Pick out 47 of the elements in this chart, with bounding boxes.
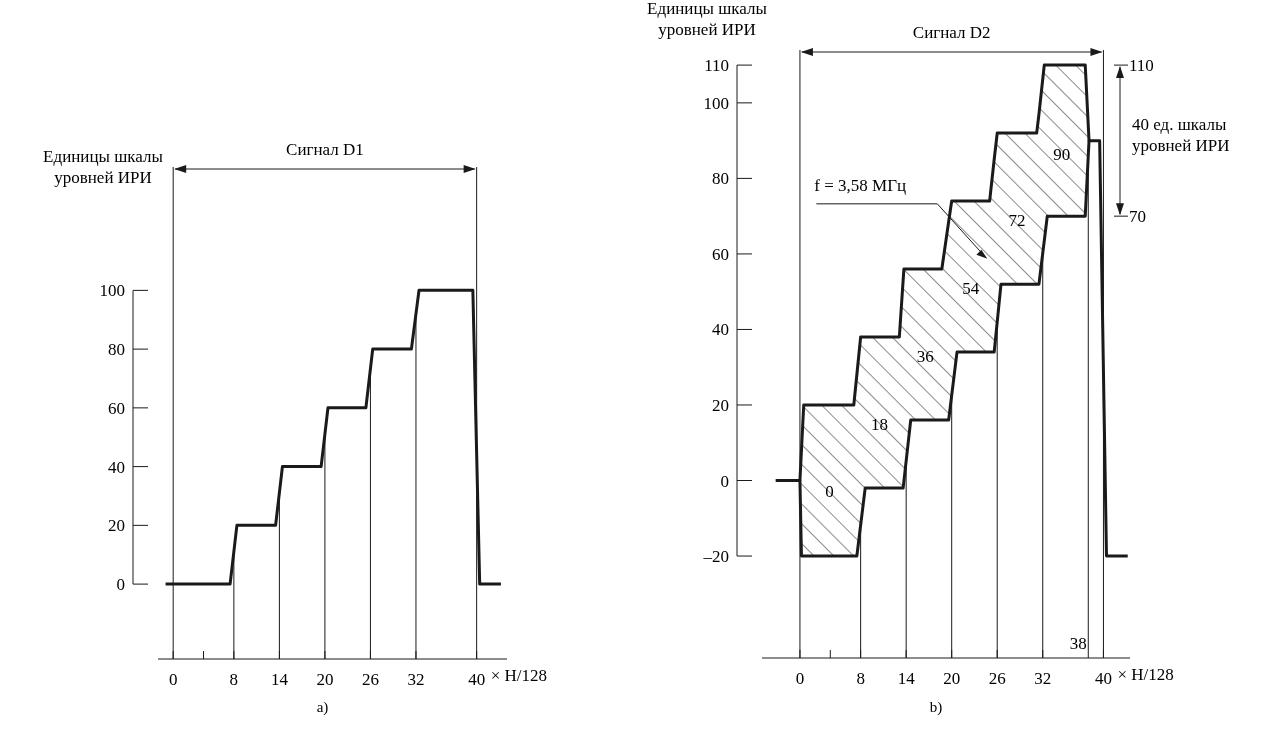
y-tick-label: 0	[720, 471, 729, 491]
y-tick-label: 110	[704, 56, 729, 76]
y-axis-title: Единицы шкалы уровней ИРИ	[43, 147, 164, 187]
y2-tick-label: 110	[1129, 56, 1154, 76]
x-tick-label: 0	[168, 670, 178, 689]
x-tick-label: 0	[795, 669, 805, 688]
x-tick-label: 20	[316, 670, 334, 689]
x-tick-label: 14	[270, 670, 289, 689]
x-axis-title: × H/128	[490, 666, 547, 685]
y-tick-label: –20	[702, 547, 729, 567]
y-tick-label: 100	[703, 93, 729, 113]
x-tick-label: 32	[407, 670, 425, 689]
x-tick-label: 32	[1034, 669, 1052, 688]
x-axis-title: × H/128	[1117, 665, 1174, 684]
text: b)	[929, 699, 943, 716]
annotation: 38	[1069, 633, 1087, 653]
y-tick-label: 60	[108, 398, 125, 418]
y-tick-label: 60	[712, 244, 729, 264]
x-tick-label: 20	[943, 669, 961, 688]
chart-title: Сигнал D2	[912, 23, 991, 42]
x-tick-label: 8	[856, 669, 865, 688]
y-tick-label: 0	[116, 575, 125, 595]
y-axis-title: Единицы шкалы уровней ИРИ	[647, 0, 768, 40]
y-tick-label: 100	[99, 281, 125, 301]
y-tick-label: 20	[712, 395, 729, 415]
annotation: 36	[916, 346, 934, 366]
y-tick-label: 80	[108, 340, 125, 360]
x-tick-label: 26	[361, 670, 379, 689]
annotation: f = 3,58 МГц	[814, 175, 907, 195]
annotation: 54	[962, 278, 980, 298]
annotation: 90	[1053, 144, 1071, 164]
chart-title: Сигнал D1	[286, 140, 364, 159]
x-tick-label: 8	[229, 670, 239, 689]
annotation: 0	[825, 482, 834, 502]
y2-tick-label: 70	[1129, 207, 1146, 227]
y2-axis-title: 40 ед. шкалы уровней ИРИ	[1132, 115, 1230, 156]
annotation: 18	[871, 414, 889, 434]
x-tick-label: 26	[988, 669, 1006, 688]
x-tick-label: 40	[1094, 669, 1112, 688]
y-tick-label: 40	[108, 457, 125, 477]
y-tick-label: 20	[108, 516, 125, 536]
annotation: 72	[1008, 210, 1026, 230]
text: a)	[316, 699, 329, 716]
x-tick-label: 14	[897, 669, 916, 688]
y-tick-label: 40	[712, 320, 729, 340]
x-tick-label: 40	[468, 670, 486, 689]
y-tick-label: 80	[712, 169, 729, 189]
